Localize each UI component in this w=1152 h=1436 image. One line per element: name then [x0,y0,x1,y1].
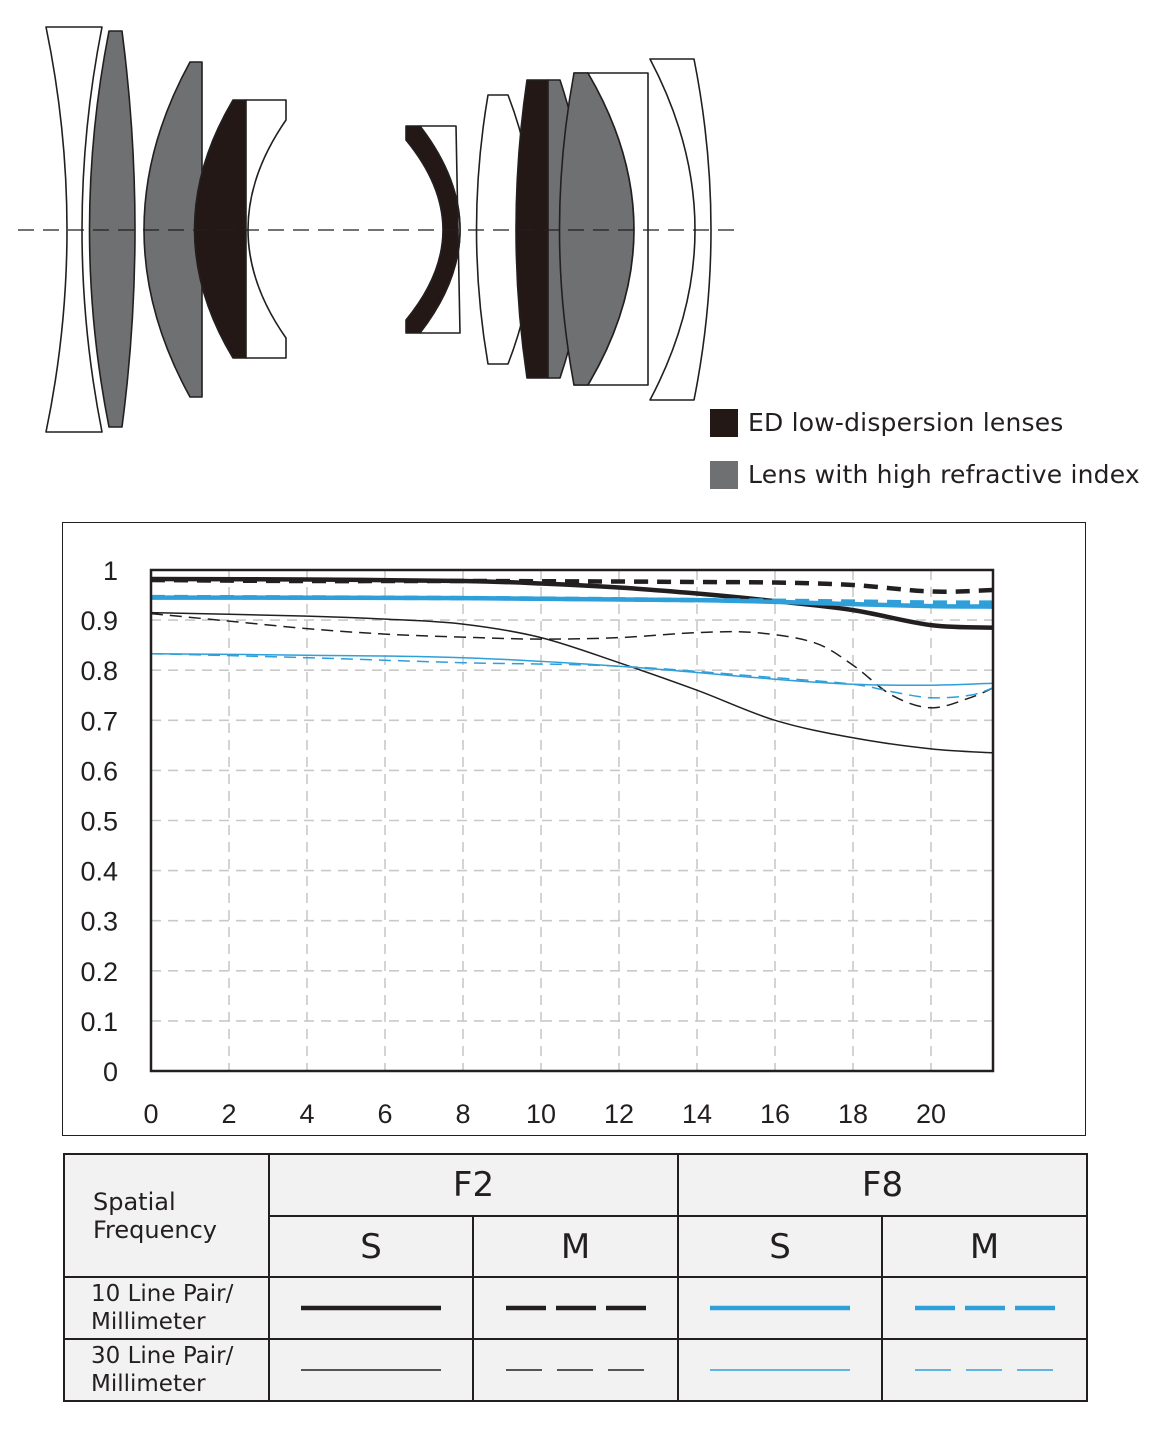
key-line-sample [505,1305,646,1311]
y-tick-label: 0.8 [80,656,118,686]
legend-label-ed: ED low-dispersion lenses [748,408,1064,437]
y-tick-label: 0.3 [80,907,118,937]
y-tick-label: 0.9 [80,606,118,636]
x-tick-label: 20 [916,1099,946,1129]
legend-item-ed: ED low-dispersion lenses [710,408,1064,437]
x-tick-label: 14 [682,1099,712,1129]
row-label-30lp-text: 30 Line Pair/ Millimeter [91,1343,234,1397]
key-sample-f2-m-10 [471,1276,680,1340]
spatial-frequency-header: Spatial Frequency [63,1153,270,1278]
spatial-frequency-label: Spatial Frequency [93,1187,217,1244]
y-tick-label: 0.4 [80,857,118,887]
type-header-f8-s: S [677,1215,884,1278]
legend-label-high-index: Lens with high refractive index [748,460,1140,489]
x-tick-label: 6 [377,1099,392,1129]
series-line-f2-s-30 [150,611,994,754]
key-line-sample [710,1305,851,1311]
aperture-header-f2: F2 [267,1153,680,1217]
y-tick-label: 0.2 [80,957,118,987]
x-tick-label: 16 [760,1099,790,1129]
y-tick-label: 0.7 [80,706,118,736]
key-line-sample [301,1369,441,1371]
x-axis-ticks: 0 2 4 6 8 10 12 14 16 18 20 [143,1099,946,1129]
x-tick-label: 12 [604,1099,634,1129]
type-header-f2-m: M [471,1215,680,1278]
line-style-key-table: Spatial Frequency F2 F8 S M S M 10 Line … [63,1153,1089,1402]
series-line-f8-s-30 [150,652,994,687]
key-sample-f2-m-30 [471,1338,680,1402]
legend-swatch-ed [710,408,738,437]
mtf-chart-frame [62,522,1086,1136]
row-label-10lp-text: 10 Line Pair/ Millimeter [91,1281,234,1335]
lens-element-13 [587,72,649,386]
key-sample-f8-m-10 [881,1276,1089,1340]
lens-element-2 [88,30,136,428]
lens-element-9 [515,79,549,379]
series-line-f2-m-10 [150,577,994,594]
lens-element-5 [245,99,287,359]
x-tick-label: 2 [221,1099,236,1129]
row-label-30lp: 30 Line Pair/ Millimeter [63,1338,270,1402]
legend-swatch-high-index [710,460,738,489]
y-tick-label: 0 [103,1057,118,1087]
lens-construction-diagram [18,26,742,433]
key-sample-f2-s-30 [268,1338,474,1402]
key-line-sample [914,1305,1055,1311]
lens-element-14 [649,58,712,401]
y-tick-label: 0.1 [80,1007,118,1037]
plot-area-border [149,568,995,1073]
key-sample-f8-s-30 [677,1338,884,1402]
key-line-sample [914,1369,1055,1371]
mtf-chart: 0 0.1 0.2 0.3 0.4 0.5 0.6 0.7 0.8 0.9 1 0 2 4 6 8 10 12 1… [80,556,995,1129]
row-label-10lp: 10 Line Pair/ Millimeter [63,1276,270,1340]
x-tick-label: 18 [838,1099,868,1129]
chart-series [150,576,994,754]
type-header-f8-m: M [881,1215,1089,1278]
type-header-f2-s: S [268,1215,474,1278]
y-axis-ticks: 0 0.1 0.2 0.3 0.4 0.5 0.6 0.7 0.8 0.9 1 [80,556,118,1087]
x-tick-label: 0 [143,1099,158,1129]
x-tick-label: 10 [526,1099,556,1129]
x-tick-label: 8 [455,1099,470,1129]
key-line-sample [505,1369,646,1371]
x-tick-label: 4 [299,1099,314,1129]
key-sample-f8-s-10 [677,1276,884,1340]
key-sample-f8-m-30 [881,1338,1089,1402]
y-tick-label: 0.5 [80,807,118,837]
aperture-header-f8: F8 [677,1153,1089,1217]
series-line-f2-s-10 [150,576,994,630]
chart-grid [151,570,993,1071]
y-tick-label: 0.6 [80,756,118,786]
key-line-sample [710,1369,851,1371]
key-sample-f2-s-10 [268,1276,474,1340]
series-line-f8-m-30 [150,652,994,699]
legend-item-high-index: Lens with high refractive index [710,460,1140,489]
y-tick-label: 1 [103,556,118,586]
series-line-f8-m-10 [150,594,994,605]
lens-element-7 [419,125,461,334]
lens-element-4 [193,99,247,359]
series-line-f2-m-30 [150,612,994,709]
key-line-sample [301,1305,441,1311]
